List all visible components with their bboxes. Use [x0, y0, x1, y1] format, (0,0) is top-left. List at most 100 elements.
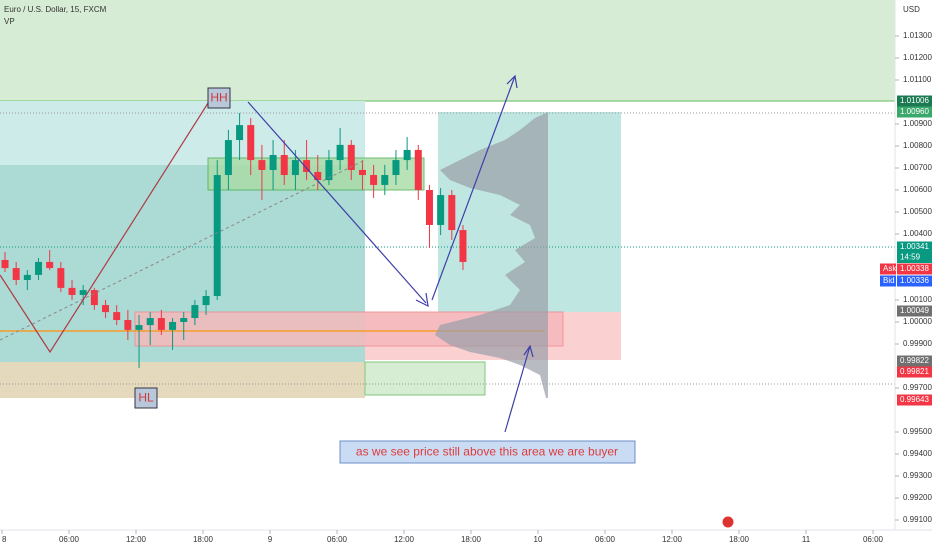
candle-body [291, 160, 299, 176]
x-tick-label: 12:00 [126, 535, 147, 544]
candle-body [414, 149, 422, 190]
x-tick-label: 06:00 [59, 535, 80, 544]
y-tick-label: 0.99500 [903, 427, 932, 436]
x-tick-label: 06:00 [863, 535, 884, 544]
arrowhead [523, 344, 534, 358]
candle-body [459, 230, 467, 262]
candle-body [124, 320, 132, 330]
y-tick-label: 1.00600 [903, 185, 932, 194]
y-tick-label: 1.00000 [903, 317, 932, 326]
price-badge-label: 1.00960 [900, 107, 929, 116]
candle-body [303, 160, 311, 172]
candle-body [202, 296, 210, 306]
candle-body [169, 321, 177, 330]
price-badge-label: 1.00338 [900, 264, 929, 273]
note: as we see price still above this area we… [356, 445, 618, 459]
position-zone [0, 101, 365, 165]
candle-body [381, 175, 389, 185]
price-badge [897, 275, 932, 287]
y-tick-label: 1.00900 [903, 119, 932, 128]
support-zone [364, 361, 486, 396]
x-tick-label: 9 [268, 535, 273, 544]
candle-body [102, 305, 110, 313]
candle-body [191, 305, 199, 319]
event-flag [721, 515, 735, 529]
price-badge [897, 106, 932, 118]
price-badge-label: 0.99821 [900, 367, 929, 376]
candle-body [224, 140, 232, 176]
candle-body [258, 160, 266, 170]
price-axis [895, 0, 932, 550]
candle-body [358, 169, 366, 176]
x-tick-label: 06:00 [595, 535, 616, 544]
price-badge-label: 1.00049 [900, 306, 929, 315]
y-tick-label: 1.01100 [903, 75, 932, 84]
price-badge-label: 1.01006 [900, 96, 929, 105]
indicator: VP [4, 17, 15, 26]
y-tick-label: 0.99300 [903, 471, 932, 480]
candle-body [336, 144, 344, 161]
hl-label: HL [138, 391, 154, 405]
arrowhead [506, 74, 518, 89]
price-badge [897, 95, 932, 107]
hh-box [207, 87, 231, 109]
countdown: 14:59 [900, 253, 921, 262]
y-tick-label: 0.99400 [903, 449, 932, 458]
badge-tag [880, 275, 896, 287]
y-tick-label: 1.01300 [903, 31, 932, 40]
arrow [431, 75, 516, 301]
x-tick-label: 12:00 [662, 535, 683, 544]
candle-body [146, 318, 154, 326]
y-tick-label: 1.00800 [903, 141, 932, 150]
candle-body [79, 290, 87, 295]
y-tick-label: 0.99200 [903, 493, 932, 502]
candle-body [213, 175, 221, 297]
swing-path [0, 99, 211, 354]
candle-body [325, 160, 333, 181]
arrow [504, 345, 531, 433]
candle-body [347, 144, 355, 170]
badge-tag-label: Bid [883, 276, 895, 285]
price-badge [897, 241, 932, 253]
candle-body [90, 290, 98, 306]
x-tick-label: 18:00 [729, 535, 750, 544]
price-badge-label: 0.99643 [900, 395, 929, 404]
candle-body [180, 318, 188, 322]
y-tick-label: 0.99700 [903, 383, 932, 392]
price-badge [897, 394, 932, 406]
candle-body [269, 155, 277, 170]
candle-body [425, 189, 433, 225]
arrow [247, 101, 427, 304]
x-tick-label: 18:00 [461, 535, 482, 544]
candle-body [314, 171, 322, 181]
candle-body [157, 318, 165, 330]
candle-body [12, 268, 20, 280]
candle-body [46, 261, 54, 269]
hh-label: HH [210, 91, 227, 105]
hl-box [134, 387, 158, 409]
x-tick-label: 12:00 [394, 535, 415, 544]
badge-tag [880, 263, 896, 275]
candle-body [135, 325, 143, 330]
candle-body [247, 125, 255, 161]
support-zone [0, 362, 365, 398]
price-badge [897, 355, 932, 367]
candle-body [236, 125, 244, 141]
candle-body [370, 175, 378, 185]
y-tick-label: 1.00100 [903, 295, 932, 304]
candle-body [1, 259, 9, 269]
price-badge [897, 263, 932, 275]
note-box [339, 440, 636, 464]
volume-profile [435, 112, 548, 398]
candle-body [57, 268, 65, 288]
y-tick-label: 1.01200 [903, 53, 932, 62]
price-badge [897, 305, 932, 317]
x-tick-label: 10 [534, 535, 543, 544]
price-badge-label: 1.00336 [900, 276, 929, 285]
badge-tag-label: Ask [883, 264, 897, 273]
x-tick-label: 18:00 [193, 535, 214, 544]
candle-body [392, 160, 400, 176]
trend-line [0, 159, 366, 341]
supply-zone [0, 0, 895, 101]
